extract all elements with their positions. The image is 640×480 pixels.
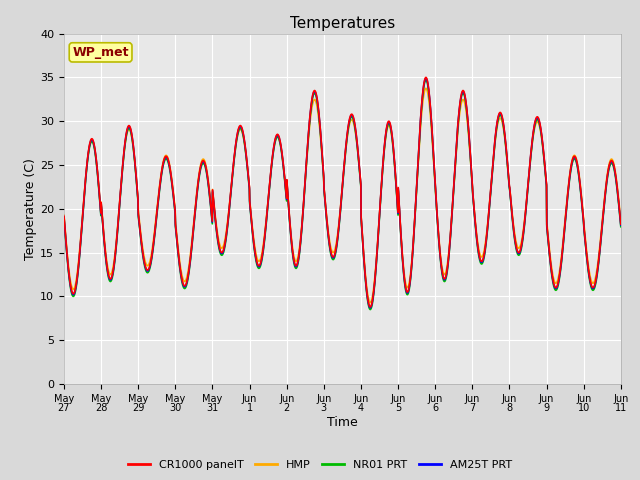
NR01 PRT: [216, 247, 223, 252]
HMP: [366, 300, 374, 305]
CR1000 panelT: [358, 233, 366, 239]
AM25T PRT: [366, 305, 374, 311]
Title: Temperatures: Temperatures: [290, 16, 395, 31]
NR01 PRT: [366, 307, 374, 312]
HMP: [60, 212, 68, 218]
NR01 PRT: [584, 263, 591, 268]
Text: WP_met: WP_met: [72, 46, 129, 59]
NR01 PRT: [568, 161, 576, 167]
HMP: [617, 218, 625, 224]
NR01 PRT: [358, 236, 366, 242]
NR01 PRT: [60, 216, 68, 222]
CR1000 panelT: [366, 304, 374, 310]
HMP: [371, 275, 379, 281]
AM25T PRT: [60, 214, 68, 220]
CR1000 panelT: [505, 174, 513, 180]
HMP: [216, 240, 223, 246]
Line: NR01 PRT: NR01 PRT: [64, 80, 621, 310]
HMP: [422, 85, 429, 91]
CR1000 panelT: [216, 244, 223, 250]
AM25T PRT: [617, 222, 625, 228]
Legend: CR1000 panelT, HMP, NR01 PRT, AM25T PRT: CR1000 panelT, HMP, NR01 PRT, AM25T PRT: [124, 456, 516, 474]
AM25T PRT: [422, 75, 429, 81]
Line: AM25T PRT: AM25T PRT: [64, 78, 621, 308]
CR1000 panelT: [568, 158, 576, 164]
HMP: [505, 175, 513, 181]
AM25T PRT: [584, 261, 591, 266]
NR01 PRT: [505, 176, 513, 182]
HMP: [358, 232, 366, 238]
NR01 PRT: [422, 77, 429, 83]
HMP: [584, 256, 591, 262]
Y-axis label: Temperature (C): Temperature (C): [24, 158, 37, 260]
CR1000 panelT: [617, 221, 625, 227]
AM25T PRT: [371, 279, 379, 285]
AM25T PRT: [505, 175, 513, 180]
NR01 PRT: [371, 281, 379, 287]
CR1000 panelT: [584, 260, 591, 265]
Line: CR1000 panelT: CR1000 panelT: [64, 77, 621, 307]
Line: HMP: HMP: [64, 88, 621, 302]
CR1000 panelT: [60, 214, 68, 219]
CR1000 panelT: [371, 278, 379, 284]
AM25T PRT: [216, 245, 223, 251]
CR1000 panelT: [422, 74, 429, 80]
NR01 PRT: [617, 224, 625, 229]
X-axis label: Time: Time: [327, 416, 358, 429]
AM25T PRT: [568, 159, 576, 165]
AM25T PRT: [358, 234, 366, 240]
HMP: [568, 157, 576, 163]
